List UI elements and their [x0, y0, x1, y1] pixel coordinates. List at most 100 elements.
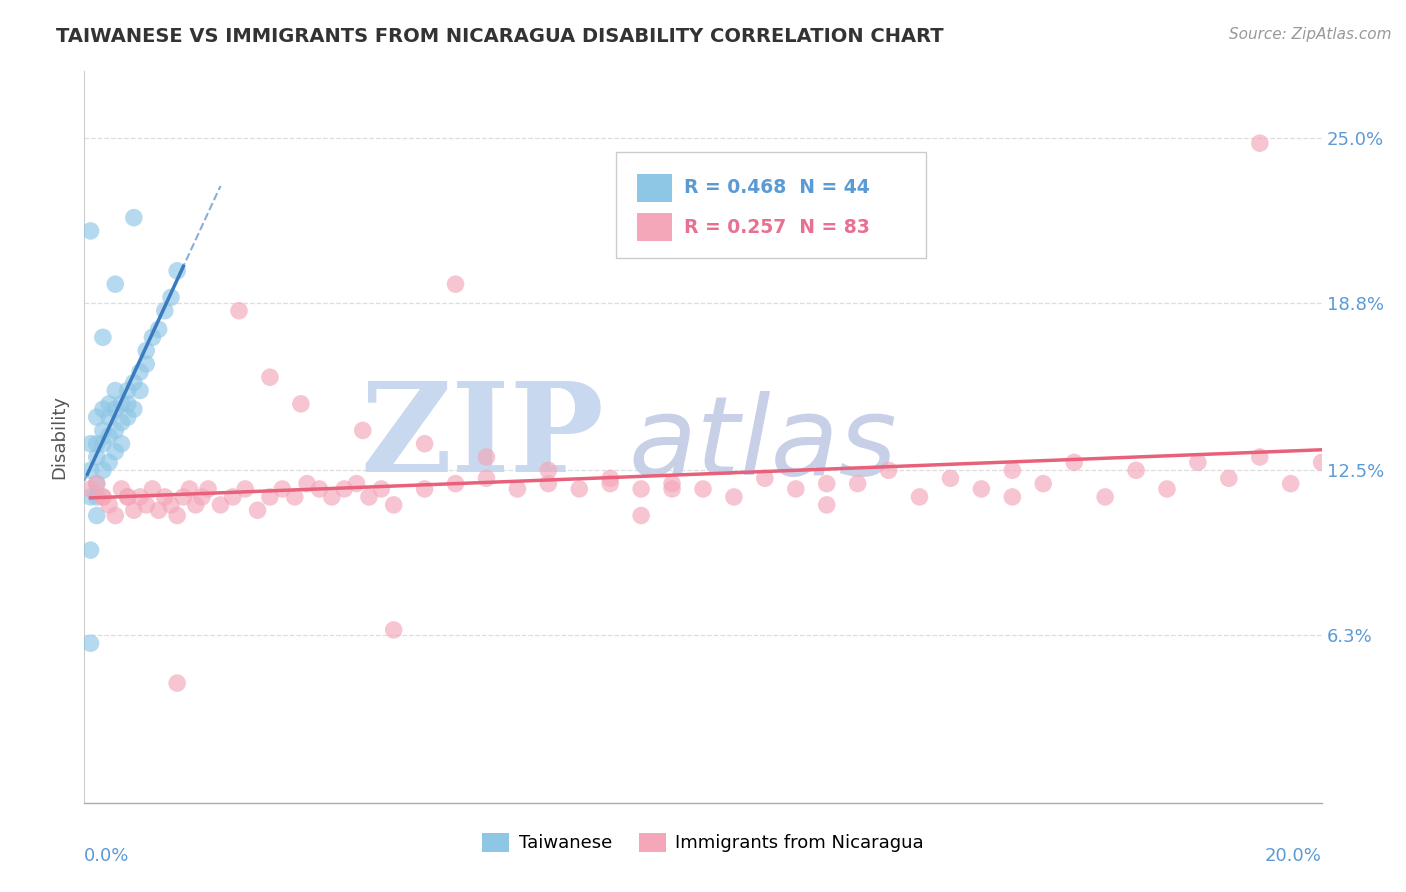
- Point: [599, 476, 621, 491]
- Point: [135, 343, 157, 358]
- Point: [122, 503, 145, 517]
- Point: [259, 370, 281, 384]
- Point: [104, 508, 127, 523]
- Point: [160, 498, 183, 512]
- Point: [79, 636, 101, 650]
- Point: [86, 476, 108, 491]
- Point: [141, 482, 163, 496]
- Point: [86, 450, 108, 464]
- Point: [846, 476, 869, 491]
- Point: [333, 482, 356, 496]
- Point: [321, 490, 343, 504]
- Point: [148, 503, 170, 517]
- Point: [209, 498, 232, 512]
- Point: [184, 498, 207, 512]
- Point: [166, 264, 188, 278]
- Point: [970, 482, 993, 496]
- Point: [98, 498, 121, 512]
- Point: [110, 482, 132, 496]
- Point: [91, 402, 114, 417]
- Point: [98, 429, 121, 443]
- Point: [98, 410, 121, 425]
- Point: [117, 397, 139, 411]
- Text: atlas: atlas: [628, 391, 897, 498]
- Point: [382, 623, 405, 637]
- Text: R = 0.257  N = 83: R = 0.257 N = 83: [685, 218, 870, 236]
- Point: [110, 416, 132, 430]
- Point: [413, 436, 436, 450]
- Point: [246, 503, 269, 517]
- Point: [79, 543, 101, 558]
- FancyBboxPatch shape: [616, 152, 925, 258]
- Bar: [637, 213, 672, 241]
- Point: [723, 490, 745, 504]
- Point: [475, 450, 498, 464]
- Point: [382, 498, 405, 512]
- Point: [1125, 463, 1147, 477]
- Point: [506, 482, 529, 496]
- Point: [86, 490, 108, 504]
- Point: [86, 410, 108, 425]
- Point: [104, 444, 127, 458]
- Point: [1032, 476, 1054, 491]
- Point: [346, 476, 368, 491]
- Point: [370, 482, 392, 496]
- Point: [599, 471, 621, 485]
- Text: 0.0%: 0.0%: [84, 847, 129, 864]
- Point: [1249, 450, 1271, 464]
- Point: [692, 482, 714, 496]
- Point: [104, 402, 127, 417]
- Point: [79, 436, 101, 450]
- Point: [1156, 482, 1178, 496]
- Point: [91, 490, 114, 504]
- Point: [308, 482, 330, 496]
- Point: [117, 490, 139, 504]
- Point: [475, 471, 498, 485]
- Point: [295, 476, 318, 491]
- Point: [104, 424, 127, 438]
- Point: [122, 402, 145, 417]
- Point: [191, 490, 214, 504]
- Point: [1187, 455, 1209, 469]
- Text: TAIWANESE VS IMMIGRANTS FROM NICARAGUA DISABILITY CORRELATION CHART: TAIWANESE VS IMMIGRANTS FROM NICARAGUA D…: [56, 27, 943, 45]
- Point: [148, 322, 170, 336]
- Point: [939, 471, 962, 485]
- Point: [754, 471, 776, 485]
- Point: [908, 490, 931, 504]
- Point: [537, 476, 560, 491]
- Point: [259, 490, 281, 504]
- Point: [141, 330, 163, 344]
- Point: [815, 476, 838, 491]
- Point: [661, 482, 683, 496]
- Legend: Taiwanese, Immigrants from Nicaragua: Taiwanese, Immigrants from Nicaragua: [475, 826, 931, 860]
- Point: [91, 490, 114, 504]
- Point: [79, 463, 101, 477]
- Point: [172, 490, 194, 504]
- Point: [568, 482, 591, 496]
- Point: [290, 397, 312, 411]
- Point: [91, 463, 114, 477]
- Point: [104, 384, 127, 398]
- Point: [785, 482, 807, 496]
- Point: [444, 476, 467, 491]
- Text: 20.0%: 20.0%: [1265, 847, 1322, 864]
- Point: [1094, 490, 1116, 504]
- Text: R = 0.468  N = 44: R = 0.468 N = 44: [685, 178, 870, 197]
- Point: [153, 303, 176, 318]
- Point: [228, 303, 250, 318]
- Point: [352, 424, 374, 438]
- Point: [86, 508, 108, 523]
- Point: [129, 490, 152, 504]
- Point: [91, 330, 114, 344]
- Point: [444, 277, 467, 292]
- Point: [98, 397, 121, 411]
- Point: [222, 490, 245, 504]
- Point: [197, 482, 219, 496]
- Point: [877, 463, 900, 477]
- Point: [91, 424, 114, 438]
- Point: [357, 490, 380, 504]
- Point: [98, 455, 121, 469]
- Point: [179, 482, 201, 496]
- Point: [1249, 136, 1271, 151]
- Point: [86, 436, 108, 450]
